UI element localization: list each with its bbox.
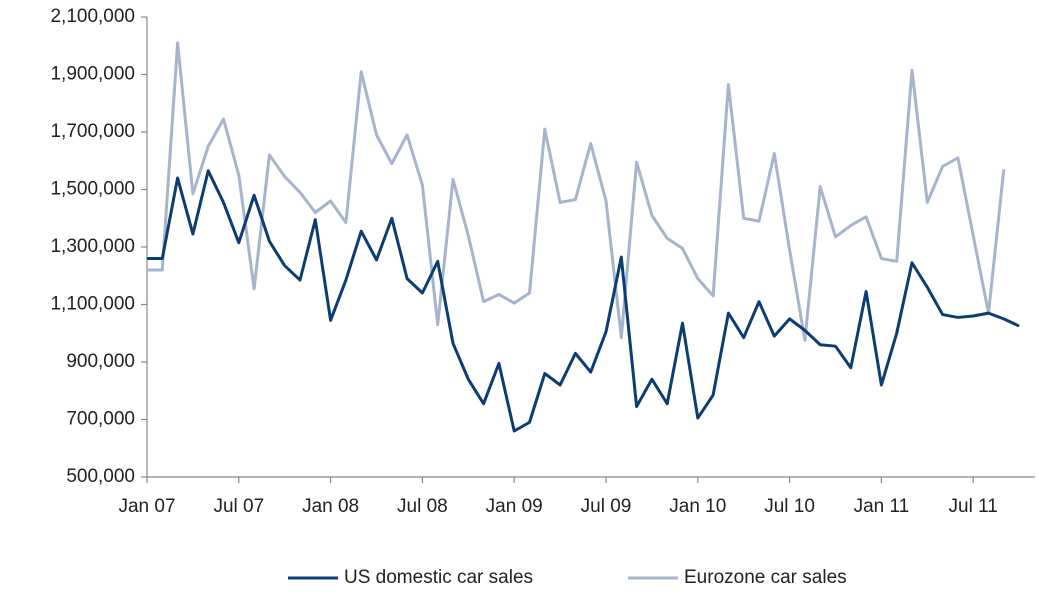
y-tick-label: 1,900,000 [50, 64, 135, 85]
y-tick-label: 1,300,000 [50, 236, 135, 257]
y-tick-label: 1,700,000 [50, 121, 135, 142]
x-tick-label: Jan 07 [118, 496, 175, 517]
legend-label: Eurozone car sales [684, 567, 847, 588]
y-tick-label: 900,000 [66, 351, 135, 372]
x-tick-label: Jul 08 [397, 496, 448, 517]
x-tick-label: Jul 10 [764, 496, 815, 517]
y-tick-label: 700,000 [66, 409, 135, 430]
x-tick-label: Jan 11 [854, 496, 910, 517]
x-tick-label: Jan 09 [486, 496, 543, 517]
x-tick-label: Jan 08 [302, 496, 359, 517]
x-tick-label: Jul 09 [581, 496, 632, 517]
x-tick-label: Jul 07 [213, 496, 264, 517]
x-tick-label: Jan 10 [669, 496, 726, 517]
y-tick-label: 500,000 [66, 466, 135, 487]
series-line [147, 169, 1020, 433]
y-tick-label: 1,500,000 [50, 179, 135, 200]
series-line [147, 41, 1006, 342]
y-tick-label: 2,100,000 [50, 6, 135, 27]
legend-label: US domestic car sales [344, 567, 533, 588]
x-tick-label: Jul 11 [949, 496, 998, 517]
y-tick-label: 1,100,000 [50, 294, 135, 315]
